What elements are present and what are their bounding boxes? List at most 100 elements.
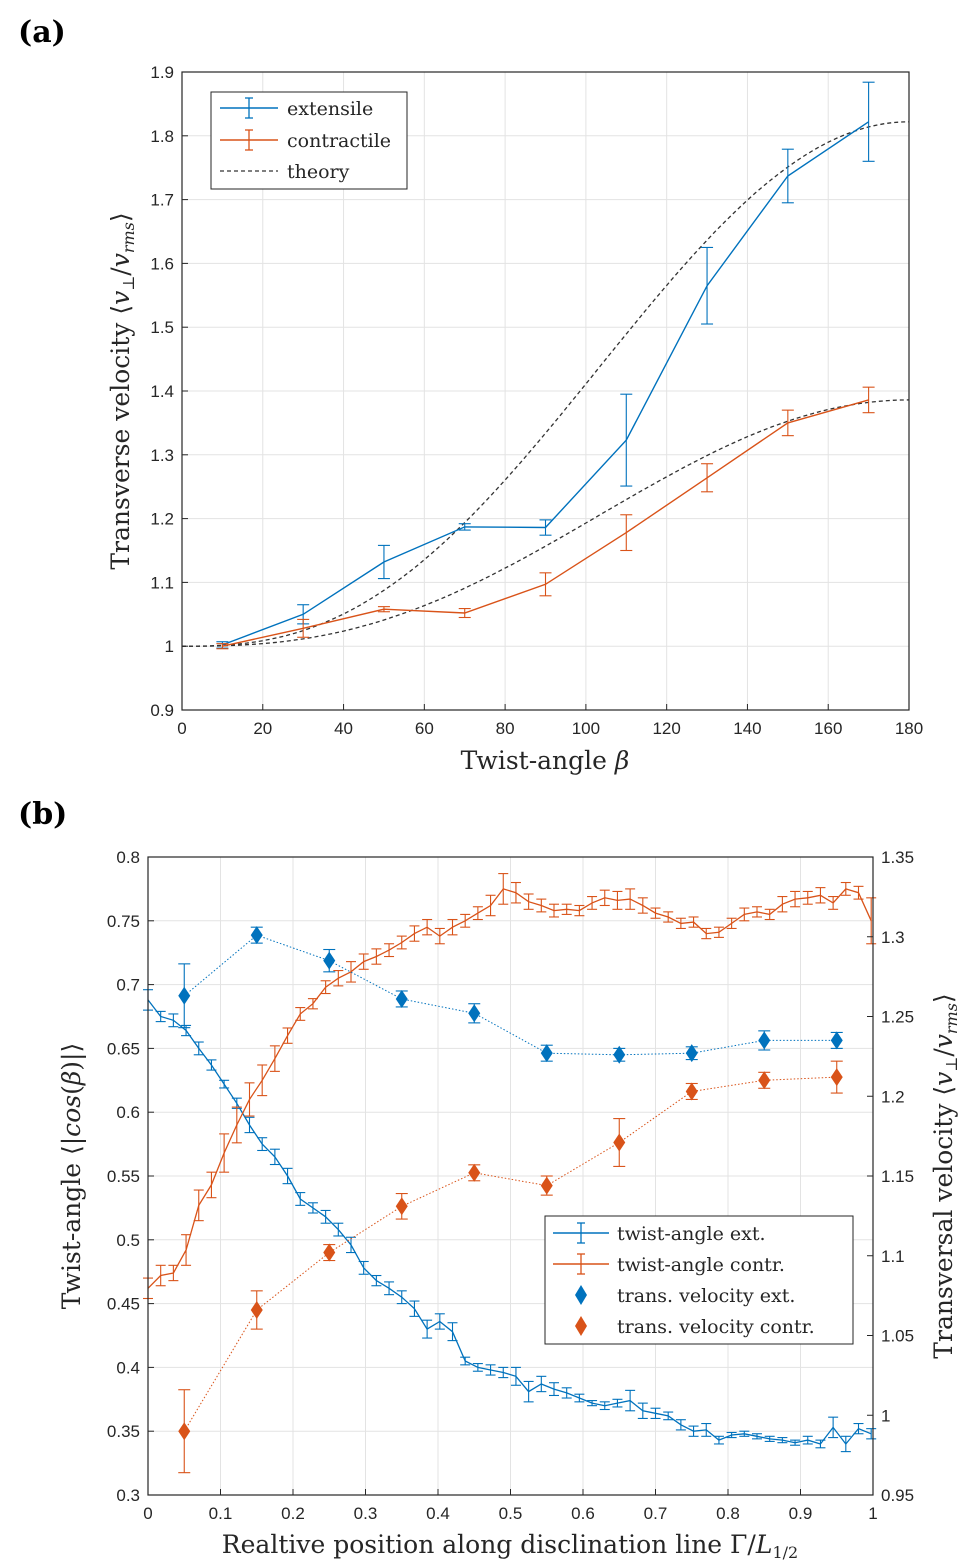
errorbar-twist-angle-contr [447,918,458,936]
errorbar-twist-angle-contr [460,913,471,928]
errorbar-twist-angle-contr [536,898,547,913]
y-tick-label-right: 1 [881,1406,890,1425]
x-tick-label: 160 [814,719,842,738]
x-tick-label: 0.6 [571,1504,595,1523]
errorbar-twist-angle-contr [853,885,864,900]
marker-trans-velocity-contr [250,1300,263,1319]
x-tick-label: 60 [415,719,434,738]
errorbar-twist-angle-contr [866,897,877,945]
theory-curve-0 [182,121,910,647]
errorbar-twist-angle-ext [815,1439,826,1449]
errorbar-twist-angle-contr [485,894,496,917]
marker-trans-velocity-contr [540,1176,553,1195]
chart-b-x-label: Realtive position along disclination lin… [222,1530,798,1562]
legend-item-trans-velocity-ext: trans. velocity ext. [575,1285,795,1307]
errorbar-twist-angle-contr [422,918,433,936]
errorbar-twist-angle-ext [257,1137,268,1152]
errorbar-twist-angle-contr [396,935,407,950]
errorbar-twist-angle-ext [802,1435,813,1445]
errorbar-twist-angle-ext [422,1319,433,1339]
marker-trans-velocity-ext [395,989,408,1008]
chart-b-y-label-right: Transversal velocity ⟨v⊥/vrms⟩ [929,993,961,1358]
marker-trans-velocity-ext [613,1045,626,1064]
x-tick-label: 0.7 [644,1504,668,1523]
y-tick-label: 1.2 [150,510,174,529]
errorbar-twist-angle-contr [840,881,851,896]
errorbar-contractile [297,618,310,638]
marker-trans-velocity-contr [395,1197,408,1216]
marker-trans-velocity-ext [540,1044,553,1063]
marker-trans-velocity-ext [250,926,263,945]
chart-b-legend: twist-angle ext. twist-angle contr. tran… [544,1215,854,1345]
series-line-twist-angle-ext [147,999,872,1446]
y-tick-label-right: 1.35 [881,848,914,867]
panel-b-label: (b) [18,797,67,832]
errorbar-twist-angle-ext [688,1425,699,1437]
errorbar-twist-angle-ext [701,1422,712,1437]
marker-trans-velocity-contr [468,1163,481,1182]
errorbar-twist-angle-ext [358,1260,369,1275]
y-tick-label: 0.35 [107,1422,140,1441]
errorbar-twist-angle-contr [498,873,509,905]
errorbar-twist-angle-ext [396,1290,407,1305]
errorbar-twist-angle-ext [193,1041,204,1056]
chart-a-x-ticks: 0 20 40 60 80 100 120 140 160 180 [177,704,923,738]
marker-trans-velocity-contr [830,1068,843,1087]
legend-label-trans-velocity-contr: trans. velocity contr. [617,1316,815,1338]
legend-label-contractile: contractile [287,130,391,152]
errorbar-twist-angle-ext [663,1411,674,1421]
chart-a-legend: extensile contractile theory [210,91,408,190]
errorbar-twist-angle-ext [866,1428,877,1440]
x-tick-label: 0.2 [281,1504,305,1523]
marker-trans-velocity-contr [613,1133,626,1152]
y-tick-label: 0.4 [116,1358,140,1377]
series-line-trans-velocity-contr [183,1076,837,1432]
errorbar-twist-angle-ext [206,1059,217,1071]
errorbar-contractile [781,409,794,437]
marker-trans-velocity-contr [685,1082,698,1101]
errorbar-twist-angle-ext [333,1222,344,1237]
y-tick-label-right: 0.95 [881,1486,914,1505]
y-tick-label: 1.9 [150,63,174,82]
x-tick-label: 80 [496,719,515,738]
errorbar-twist-angle-contr [320,980,331,995]
y-tick-label: 0.6 [116,1103,140,1122]
errorbar-twist-angle-ext [574,1393,585,1403]
y-tick-label: 0.9 [150,701,174,720]
errorbar-twist-angle-ext [828,1416,839,1439]
errorbar-twist-angle-contr [688,916,699,928]
errorbar-extensile [539,519,552,536]
x-tick-label: 100 [572,719,600,738]
y-tick-label: 0.5 [116,1231,140,1250]
errorbar-twist-angle-ext [447,1322,458,1342]
x-tick-label: 180 [895,719,923,738]
marker-trans-velocity-contr [178,1422,191,1441]
chart-a-x-label: Twist-angle β [461,746,630,775]
marker-trans-velocity-contr [758,1071,771,1090]
y-tick-label: 1.1 [150,573,174,592]
errorbar-twist-angle-ext [295,1192,306,1206]
errorbar-twist-angle-contr [815,887,826,904]
errorbar-twist-angle-ext [587,1400,598,1407]
errorbar-twist-angle-ext [384,1281,395,1296]
x-tick-label: 0.8 [716,1504,740,1523]
errorbar-twist-angle-ext [307,1202,318,1214]
errorbar-twist-angle-contr [269,1045,280,1072]
errorbar-twist-angle-ext [155,1010,166,1023]
errorbar-twist-angle-ext [269,1148,280,1166]
legend-diamond-blue [575,1285,587,1305]
errorbar-twist-angle-ext [523,1380,534,1403]
theory-curve-1 [182,399,910,647]
chart-b-y-label: Twist-angle ⟨|cos(β)|⟩ [57,1043,87,1309]
errorbar-twist-angle-contr [675,917,686,930]
x-tick-label: 0.5 [499,1504,523,1523]
errorbar-extensile [377,544,390,580]
errorbar-twist-angle-ext [675,1419,686,1431]
errorbar-twist-angle-contr [612,890,623,910]
errorbar-twist-angle-contr [752,906,762,918]
y-tick-label-right: 1.1 [881,1247,905,1266]
y-tick-label: 0.45 [107,1295,140,1314]
x-tick-label: 0.3 [354,1504,378,1523]
errorbar-twist-angle-ext [282,1167,293,1185]
